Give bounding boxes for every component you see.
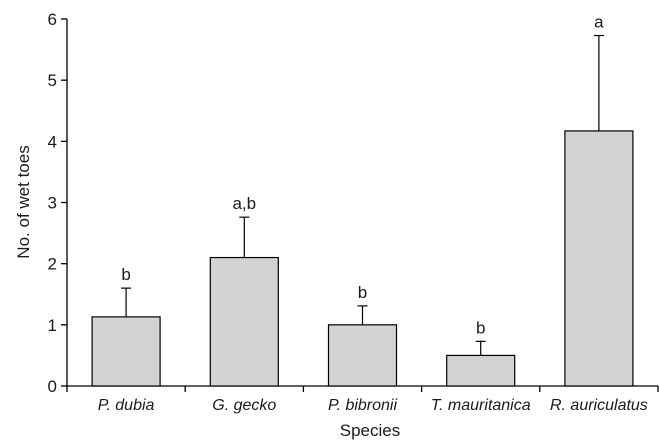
y-tick-label: 0 (48, 377, 57, 396)
y-tick-label: 6 (48, 10, 57, 29)
bar (446, 354, 516, 387)
y-tick-label: 5 (48, 71, 57, 90)
bar (564, 130, 634, 387)
x-axis-title: Species (340, 421, 400, 440)
y-tick-label: 4 (48, 132, 57, 151)
bar (209, 256, 279, 387)
x-tick-label: T. mauritanica (431, 397, 531, 414)
significance-label: b (476, 318, 485, 337)
bars-group (91, 34, 634, 387)
axes (61, 18, 659, 392)
labels-group: 0 1 2 3 4 5 6 b P. dubia a,b G. gecko b P. bibronii b… (48, 10, 648, 414)
y-axis-title: No. of wet toes (14, 145, 33, 258)
x-tick-label: P. dubia (98, 397, 155, 414)
bar (327, 324, 398, 387)
x-tick-label: R. auriculatus (550, 397, 648, 414)
y-tick-label: 3 (48, 194, 57, 213)
bar (91, 316, 161, 387)
x-tick-label: G. gecko (212, 397, 276, 414)
significance-label: a,b (232, 194, 256, 213)
significance-label: b (121, 265, 130, 284)
significance-label: b (358, 283, 367, 302)
y-tick-label: 1 (48, 316, 57, 335)
x-tick-label: P. bibronii (328, 397, 398, 414)
y-tick-label: 2 (48, 255, 57, 274)
significance-label: a (594, 13, 604, 32)
